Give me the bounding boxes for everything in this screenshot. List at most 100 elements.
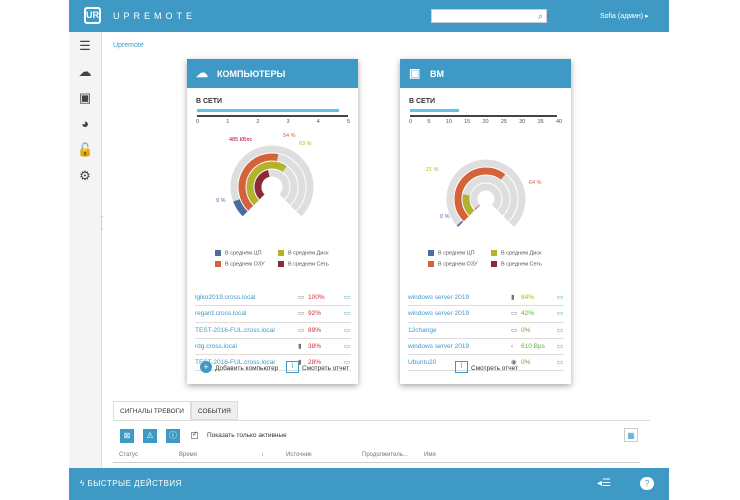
legend-net: В среднем Сеть — [288, 261, 329, 268]
monitor-icon[interactable]: ▭ — [556, 342, 563, 350]
list-item[interactable]: windows server 2019 ▭ 42% ▭ — [408, 306, 564, 323]
quick-actions-label: БЫСТРЫЕ ДЕЙСТВИЯ — [87, 479, 182, 488]
list-item[interactable]: windows server 2019 ▮ 84% ▭ — [408, 290, 564, 307]
monitor-icon[interactable]: ▭ — [556, 310, 563, 318]
vm-name[interactable]: 12change — [408, 326, 437, 334]
user-menu[interactable]: Sofia (админ) ▸ — [600, 13, 649, 20]
monitor-icon[interactable]: ▭ — [343, 359, 350, 367]
warning-icon[interactable]: ⚠ — [143, 429, 157, 443]
computers-list: lgiko2019.cross.local ▭ 100% ▭ regard.cross… — [195, 290, 351, 372]
computer-name[interactable]: TEST-2016-FUL.cross.local — [195, 359, 275, 367]
quick-actions-button[interactable]: ϟ БЫСТРЫЕ ДЕЙСТВИЯ — [80, 479, 182, 488]
usage-value: 610 Bps — [521, 342, 545, 350]
view-report-button[interactable]: Смотреть отчет — [471, 365, 519, 372]
card-title: ВМ — [430, 69, 444, 79]
vm-name[interactable]: Ubuntu20 — [408, 359, 437, 367]
ram-swatch — [428, 261, 434, 267]
column-status[interactable]: Статус — [119, 452, 138, 458]
monitor-icon[interactable]: ▭ — [343, 310, 350, 318]
clear-icon[interactable]: ⊠ — [120, 429, 134, 443]
main-content: Upremote ☁ КОМПЬЮТЕРЫ В СЕТИ 0 1 2 3 4 5 485 К… — [103, 32, 669, 468]
disk-icon: ▭ — [298, 326, 305, 334]
vm-list: windows server 2019 ▮ 84% ▭ windows server … — [408, 290, 564, 372]
net-label: 485 КБпс — [229, 137, 253, 143]
monitor-icon[interactable]: ▭ — [343, 342, 350, 350]
online-bar — [197, 109, 339, 112]
list-item[interactable]: windows server 2019 ‹ 610 Bps ▭ — [408, 339, 564, 356]
cpu-icon: ◉ — [511, 359, 517, 367]
column-duration[interactable]: Продолжитель... — [362, 452, 408, 458]
disk-ring — [246, 161, 287, 206]
monitor-icon[interactable]: ▭ — [343, 326, 350, 334]
tick-label: 2 — [256, 119, 260, 125]
list-item[interactable]: 12change ▭ 0% ▭ — [408, 323, 564, 339]
collapse-list-icon[interactable]: ◂☰ — [597, 478, 611, 489]
menu-icon[interactable]: ☰ — [79, 38, 91, 53]
tab-alarms[interactable]: СИГНАЛЫ ТРЕВОГИ — [113, 401, 191, 420]
disk-label: 63 % — [299, 141, 312, 147]
report-icon[interactable]: ⌇ — [455, 361, 468, 373]
active-only-label: Показать только активные — [207, 432, 287, 439]
chat-icon[interactable]: ? — [640, 477, 654, 490]
list-item[interactable]: regard.cross.local ▭ 92% ▭ — [195, 306, 351, 323]
vm-card-header[interactable]: ▣ ВМ — [400, 59, 571, 88]
list-item[interactable]: rdg.cross.local ▮ 38% ▭ — [195, 339, 351, 356]
ram-label: 64 % — [529, 180, 542, 186]
vm-card: ▣ ВМ В СЕТИ 0 5 10 15 20 25 30 35 40 21 % 64 % 0 … — [400, 59, 571, 384]
monitor-icon[interactable]: ▭ — [343, 294, 350, 301]
vm-name[interactable]: windows server 2019 — [408, 310, 470, 318]
disk-icon: ▭ — [511, 310, 518, 318]
computer-name[interactable]: TEST-2016-FUL.cross.local — [195, 326, 275, 334]
monitor-icon[interactable]: ▭ — [556, 326, 563, 334]
computers-card-header[interactable]: ☁ КОМПЬЮТЕРЫ — [187, 59, 358, 88]
cloud-computer-icon[interactable]: ☁ — [78, 64, 92, 79]
cpu-label: 9 % — [216, 198, 226, 204]
search-input[interactable]: ⌕ — [431, 9, 547, 23]
list-item[interactable]: lgiko2019.cross.local ▭ 100% ▭ — [195, 290, 351, 307]
net-swatch — [491, 261, 497, 267]
vm-name[interactable]: windows server 2019 — [408, 294, 470, 301]
dashboard-icon[interactable]: ◕ — [81, 116, 89, 131]
monitor-icon: ▣ — [409, 66, 421, 80]
column-source[interactable]: Источник — [286, 452, 312, 458]
column-name[interactable]: Имя — [424, 452, 436, 458]
usage-value: 100% — [308, 294, 325, 301]
monitor-icon[interactable]: ▣ — [78, 90, 92, 105]
list-item[interactable]: TEST-2016-FUL.cross.local ▭ 89% ▭ — [195, 323, 351, 339]
vm-name[interactable]: windows server 2019 — [408, 342, 470, 350]
lock-icon[interactable]: 🔓 — [77, 142, 94, 157]
sort-arrow-icon[interactable]: ↓ — [261, 452, 264, 458]
view-report-button[interactable]: Смотреть отчет — [302, 365, 350, 372]
monitor-icon[interactable]: ▭ — [556, 359, 563, 367]
search-icon[interactable]: ⌕ — [537, 11, 543, 21]
add-icon[interactable]: + — [200, 361, 212, 373]
computer-name[interactable]: lgiko2019.cross.local — [195, 294, 256, 301]
ring-track — [470, 183, 502, 210]
tick-label: 25 — [500, 119, 507, 125]
info-icon[interactable]: ⓘ — [166, 429, 180, 443]
breadcrumb[interactable]: Upremote — [113, 42, 144, 49]
monitor-icon[interactable]: ▭ — [556, 294, 563, 301]
active-only-checkbox[interactable]: ✓ — [191, 431, 198, 439]
computer-name[interactable]: regard.cross.local — [195, 310, 247, 318]
gear-icon[interactable]: ⚙ — [79, 168, 91, 183]
ram-label: 54 % — [283, 133, 296, 139]
legend-ram: В среднем ОЗУ — [438, 261, 478, 268]
computer-name[interactable]: rdg.cross.local — [195, 342, 237, 350]
list-item[interactable]: TEST-2016-FUL.cross.local ▮ 28% ▭ — [195, 355, 351, 372]
disk-swatch — [491, 250, 497, 256]
top-bar: UR UPREMOTE ⌕ Sofia (админ) ▸ — [69, 0, 669, 32]
calendar-icon[interactable]: ▦ — [624, 428, 638, 442]
list-item[interactable]: Ubuntu20 ◉ 0% ▭ — [408, 355, 564, 372]
ram-ring — [238, 153, 279, 211]
disk-icon: ▭ — [511, 326, 518, 334]
report-icon[interactable]: ⌇ — [286, 361, 299, 373]
usage-value: 84% — [521, 294, 535, 301]
usage-value: 0% — [521, 359, 531, 367]
cpu-ring — [456, 220, 464, 227]
column-time[interactable]: Время — [179, 452, 198, 458]
add-computer-button[interactable]: Добавить компьютер — [215, 365, 279, 372]
tab-events[interactable]: СОБЫТИЯ — [190, 401, 238, 420]
app-logo[interactable]: UR — [84, 7, 101, 24]
